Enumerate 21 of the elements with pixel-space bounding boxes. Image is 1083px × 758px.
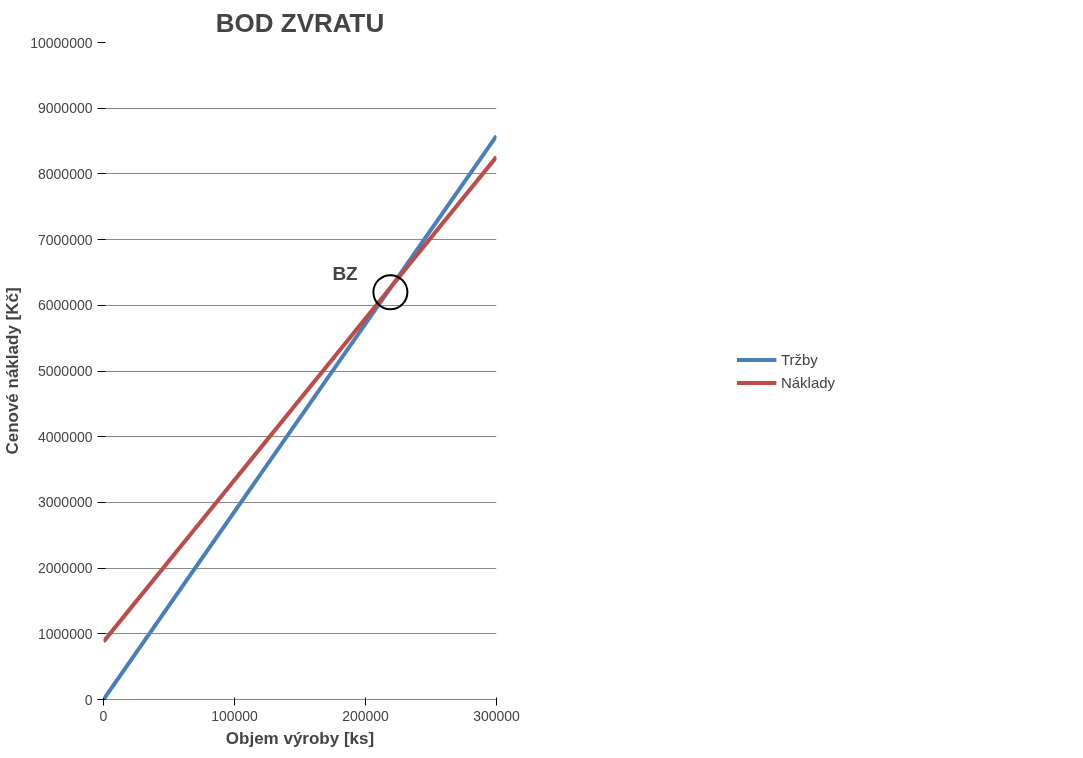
y-tick-label: 1000000 [38,625,93,642]
chart-title: BOD ZVRATU [215,7,385,38]
y-tick-label: 6000000 [38,297,93,314]
x-tick-label: 200000 [342,707,390,724]
annotation: BZ [332,263,359,285]
y-tick-label: 3000000 [38,494,93,511]
x-axis-title: Objem výroby [ks] [225,728,375,748]
y-tick-label: 5000000 [38,363,93,379]
y-tick-label: 10000000 [30,34,93,51]
x-tick-label: 100000 [211,707,259,724]
y-tick-label: 7000000 [38,231,93,248]
y-tick-label: 0 [84,691,93,708]
legend-label: Náklady [780,373,836,391]
y-tick-label: 8000000 [38,165,93,182]
y-tick-label: 2000000 [38,560,93,577]
y-tick-label: 9000000 [38,100,93,117]
y-tick-label: 4000000 [38,428,93,445]
legend-label: Tržby [780,350,818,368]
y-axis-title: Cenové náklady [Kč] [3,287,23,455]
x-tick-label: 0 [99,707,108,724]
x-tick-label: 300000 [473,707,521,724]
